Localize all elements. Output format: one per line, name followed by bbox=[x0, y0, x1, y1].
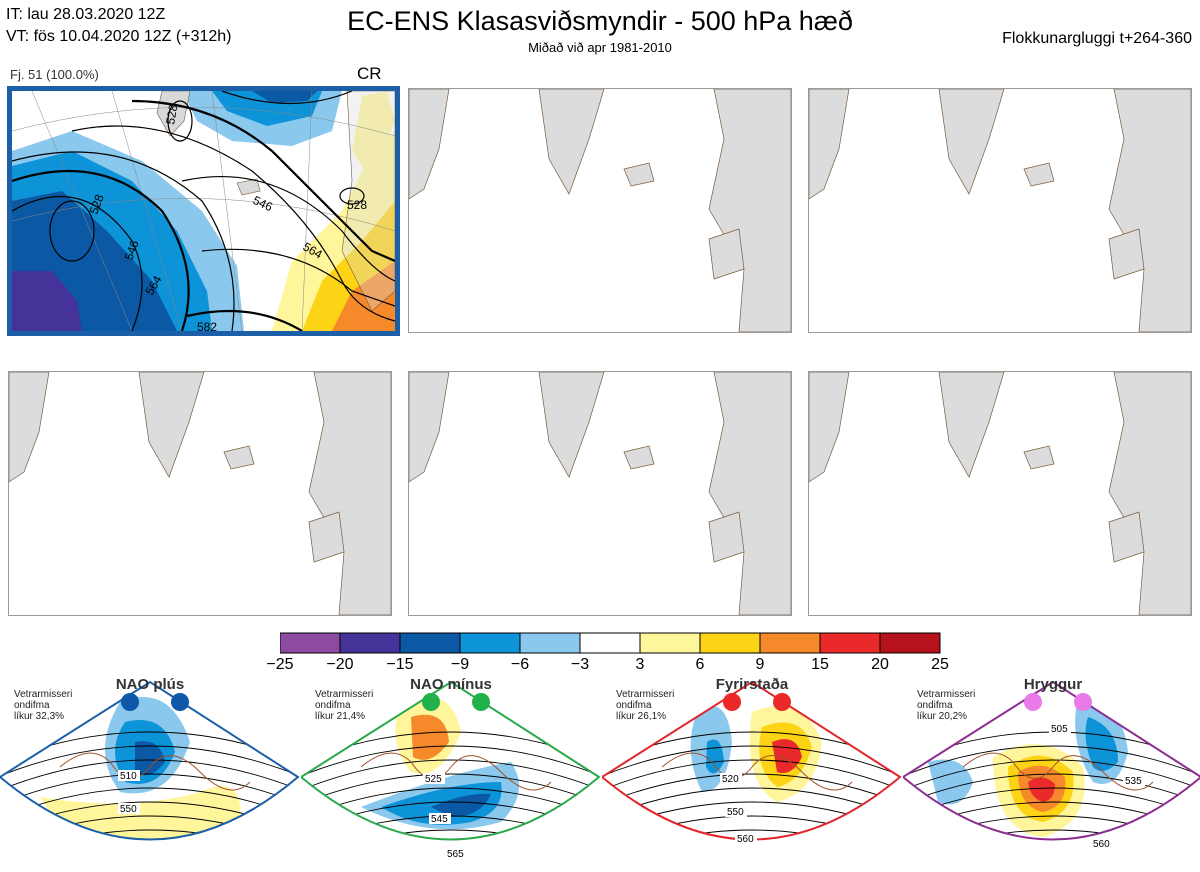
cluster-map-3[interactable] bbox=[808, 88, 1192, 333]
regime-contour-label: 560 bbox=[1093, 839, 1110, 850]
cluster-map-2[interactable] bbox=[408, 88, 792, 333]
colorbar-segment bbox=[819, 632, 881, 654]
contour-label: 528 bbox=[347, 198, 367, 212]
run-info: IT: lau 28.03.2020 12Z VT: fös 10.04.202… bbox=[6, 4, 231, 48]
regime-marker-dot bbox=[121, 693, 139, 711]
cluster-map-6[interactable] bbox=[808, 371, 1192, 616]
cluster-size-label: Fj. 51 (100.0%) bbox=[10, 67, 99, 82]
colorbar-segment bbox=[639, 632, 701, 654]
regime-map-3: 520 550 560 bbox=[602, 680, 902, 845]
regime-title: Fyrirstaða bbox=[715, 676, 789, 693]
colorbar-segment bbox=[339, 632, 401, 654]
contour-label: 528 bbox=[87, 192, 107, 216]
page-subtitle: Miðað við apr 1981-2010 bbox=[528, 40, 672, 55]
anomaly-map: 528 546 564 528 546 528 564 582 bbox=[12, 91, 395, 331]
regime-marker-dot bbox=[723, 693, 741, 711]
regime-contour-label: 535 bbox=[1125, 776, 1142, 787]
regime-contour-label: 550 bbox=[120, 804, 137, 815]
regime-map-1: 510 550 bbox=[0, 680, 300, 841]
colorbar-tick-label: −20 bbox=[326, 656, 354, 673]
colorbar-tick-label: −15 bbox=[386, 656, 414, 673]
empty-map bbox=[9, 372, 391, 615]
colorbar-segment bbox=[459, 632, 521, 654]
colorbar-segment bbox=[759, 632, 821, 654]
colorbar bbox=[280, 632, 941, 654]
colorbar-segment bbox=[579, 632, 641, 654]
regime-contour-label: 565 bbox=[447, 849, 464, 860]
valid-time: VT: fös 10.04.2020 12Z (+312h) bbox=[6, 28, 232, 45]
colorbar-segment bbox=[879, 632, 941, 654]
regime-note: Vetrarmisseri ondifma líkur 21,4% bbox=[315, 689, 374, 722]
contour-label: 528 bbox=[163, 103, 180, 125]
contour-label: 582 bbox=[197, 320, 217, 331]
regime-note: Vetrarmisseri ondifma líkur 20,2% bbox=[917, 689, 976, 722]
classification-window: Flokkunargluggi t+264-360 bbox=[1002, 30, 1192, 47]
cluster-map-1[interactable]: 528 546 564 528 546 528 564 582 bbox=[7, 86, 400, 336]
regime-title: NAO plús bbox=[115, 676, 185, 693]
regime-marker-dot bbox=[773, 693, 791, 711]
colorbar-tick-label: 25 bbox=[931, 656, 949, 673]
empty-map bbox=[409, 372, 791, 615]
regime-code-label: CR bbox=[357, 64, 382, 83]
regime-marker-dot bbox=[422, 693, 440, 711]
contour-label: 546 bbox=[122, 238, 142, 262]
regime-map-2: 525 545 565 bbox=[301, 680, 601, 860]
colorbar-segment bbox=[280, 632, 341, 654]
regime-marker-dot bbox=[171, 693, 189, 711]
colorbar-segment bbox=[519, 632, 581, 654]
regime-contour-label: 505 bbox=[1051, 724, 1068, 735]
regime-contour-label: 525 bbox=[425, 774, 442, 785]
regime-contour-label: 560 bbox=[737, 834, 754, 845]
page-title: EC-ENS Klasasviðsmyndir - 500 hPa hæð bbox=[347, 6, 853, 36]
colorbar-tick-label: 6 bbox=[695, 656, 705, 673]
colorbar-tick-label: −25 bbox=[266, 656, 294, 673]
colorbar-segment bbox=[399, 632, 461, 654]
colorbar-tick-label: −3 bbox=[570, 656, 590, 673]
regime-note: Vetrarmisseri ondifma líkur 32,3% bbox=[14, 689, 73, 722]
initial-time: IT: lau 28.03.2020 12Z bbox=[6, 6, 166, 23]
regime-title: NAO mínus bbox=[410, 676, 492, 693]
colorbar-tick-label: 9 bbox=[755, 656, 765, 673]
regime-contour-label: 520 bbox=[722, 774, 739, 785]
regime-contour-label: 510 bbox=[120, 771, 137, 782]
regime-map-4: 505 535 560 bbox=[903, 680, 1200, 850]
regime-marker-dot bbox=[472, 693, 490, 711]
empty-map bbox=[809, 89, 1191, 332]
empty-map bbox=[409, 89, 791, 332]
colorbar-tick-label: −9 bbox=[450, 656, 470, 673]
cluster-map-4[interactable] bbox=[8, 371, 392, 616]
regime-note: Vetrarmisseri ondifma líkur 26,1% bbox=[616, 689, 675, 722]
regime-marker-dot bbox=[1074, 693, 1092, 711]
cluster-map-5[interactable] bbox=[408, 371, 792, 616]
regime-contour-label: 545 bbox=[431, 814, 448, 825]
regime-marker-dot bbox=[1024, 693, 1042, 711]
regime-title: Hryggur bbox=[1023, 676, 1083, 693]
colorbar-tick-label: 15 bbox=[811, 656, 829, 673]
regime-contour-label: 550 bbox=[727, 807, 744, 818]
contour-label: 546 bbox=[251, 193, 275, 214]
colorbar-tick-label: 20 bbox=[871, 656, 889, 673]
colorbar-tick-label: −6 bbox=[510, 656, 530, 673]
colorbar-tick-label: 3 bbox=[635, 656, 645, 673]
empty-map bbox=[809, 372, 1191, 615]
colorbar-segment bbox=[699, 632, 761, 654]
